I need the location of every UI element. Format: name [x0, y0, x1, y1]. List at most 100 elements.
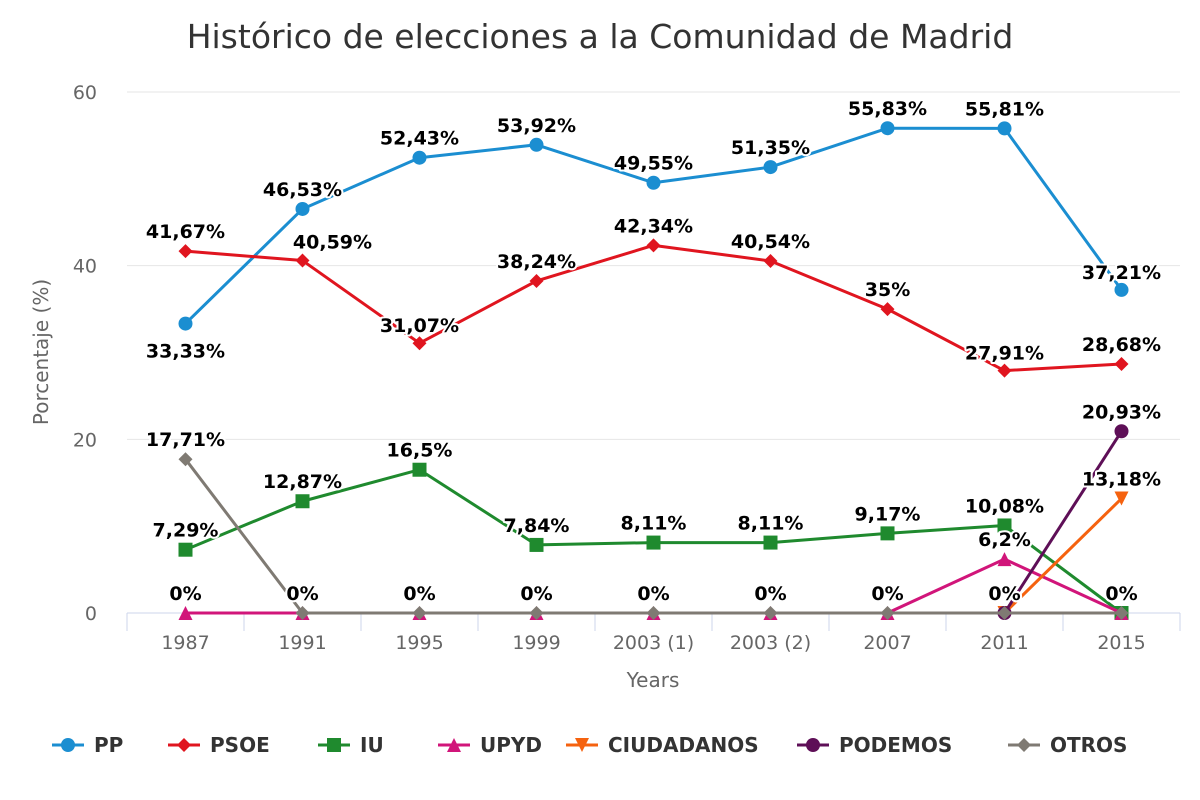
legend-label-otros: OTROS — [1050, 733, 1127, 757]
point-upyd — [178, 606, 193, 620]
data-label-upyd: 0% — [403, 583, 435, 605]
point-otros — [1114, 606, 1129, 620]
point-psoe — [412, 336, 427, 351]
point-otros — [178, 452, 193, 467]
y-tick-label: 60 — [73, 82, 97, 104]
data-label-upyd: 0% — [286, 583, 318, 605]
legend-marker-iu — [327, 738, 341, 752]
point-pp — [412, 150, 427, 165]
y-tick-label: 0 — [85, 603, 97, 625]
point-otros — [646, 606, 661, 620]
legend-item-iu: IU — [318, 733, 384, 757]
gridlines — [127, 91, 1180, 440]
point-podemos — [1114, 424, 1129, 439]
point-otros — [412, 606, 427, 620]
legend-item-podemos: PODEMOS — [797, 733, 952, 757]
legend-marker-ciudadanos — [575, 738, 589, 752]
data-label-upyd: 0% — [1105, 583, 1137, 605]
data-label-psoe: 28,68% — [1082, 334, 1161, 356]
point-otros — [880, 606, 895, 620]
legend-marker-podemos — [806, 738, 820, 752]
point-psoe — [1114, 356, 1129, 371]
data-label-psoe: 38,24% — [497, 251, 576, 273]
data-label-psoe: 31,07% — [380, 315, 459, 337]
point-pp — [646, 175, 661, 190]
data-label-otros: 17,71% — [146, 429, 225, 451]
data-label-iu: 0% — [1105, 583, 1137, 605]
data-labels: 33,33% 46,53% 52,43% 53,92% 49,55% 51,35% 55,8… — [144, 96, 1163, 607]
point-upyd — [997, 552, 1012, 567]
point-ciudadanos — [1114, 491, 1129, 506]
data-label-pp: 37,21% — [1082, 262, 1161, 284]
x-tick-label: 2003 (2) — [730, 632, 811, 654]
data-label-psoe: 40,59% — [293, 232, 372, 254]
series-otros — [178, 452, 1129, 620]
legend-item-ciudadanos: CIUDADANOS — [566, 733, 759, 757]
data-label-iu: 16,5% — [387, 440, 453, 462]
series-psoe — [178, 238, 1129, 378]
data-label-pp: 33,33% — [146, 341, 225, 363]
x-tick-label: 2015 — [1097, 632, 1145, 654]
point-iu — [997, 518, 1012, 533]
data-label-psoe: 41,67% — [146, 221, 225, 243]
point-psoe — [763, 253, 778, 268]
x-tick-label: 1987 — [161, 632, 209, 654]
data-label-iu: 7,29% — [153, 520, 219, 542]
data-label-otros: 0% — [403, 583, 435, 605]
data-label-ciudadanos: 0% — [988, 583, 1020, 605]
point-pp — [295, 201, 310, 216]
point-iu — [412, 462, 427, 477]
data-label-iu: 8,11% — [621, 513, 687, 535]
data-label-otros: 0% — [988, 583, 1020, 605]
legend-marker-otros — [1017, 738, 1031, 752]
data-label-podemos: 0% — [988, 583, 1020, 605]
data-label-psoe: 40,54% — [731, 231, 810, 253]
data-label-upyd: 0% — [754, 583, 786, 605]
x-tick-label: 1991 — [278, 632, 326, 654]
series-line-podemos — [1003, 430, 1123, 614]
data-label-iu: 9,17% — [855, 503, 921, 525]
point-pp — [997, 121, 1012, 136]
point-otros — [529, 606, 544, 620]
point-psoe — [529, 273, 544, 288]
data-label-otros: 0% — [754, 583, 786, 605]
legend-item-pp: PP — [52, 733, 123, 757]
data-label-pp: 55,81% — [965, 98, 1044, 120]
point-psoe — [295, 253, 310, 268]
series-iu — [178, 462, 1129, 620]
series-line-ciudadanos — [1003, 497, 1123, 615]
data-label-pp: 52,43% — [380, 128, 459, 150]
data-label-pp: 49,55% — [614, 153, 693, 175]
legend-item-otros: OTROS — [1008, 733, 1127, 757]
data-label-upyd: 0% — [520, 583, 552, 605]
legend-label-psoe: PSOE — [210, 733, 270, 757]
series-pp — [178, 121, 1129, 331]
x-tick-label: 2003 (1) — [613, 632, 694, 654]
legend: PP PSOE IU UPYD CIUDADANOS PODEMOS OTROS — [52, 733, 1127, 757]
data-label-iu: 7,84% — [504, 515, 570, 537]
point-otros — [763, 606, 778, 620]
data-series — [178, 121, 1129, 620]
point-psoe — [178, 244, 193, 259]
legend-marker-pp — [61, 738, 75, 752]
point-iu — [529, 537, 544, 552]
data-label-pp: 46,53% — [263, 179, 342, 201]
data-label-ciudadanos: 13,18% — [1082, 469, 1161, 491]
data-label-psoe: 42,34% — [614, 215, 693, 237]
data-label-otros: 0% — [637, 583, 669, 605]
point-pp — [763, 160, 778, 175]
data-label-pp: 53,92% — [497, 115, 576, 137]
point-iu — [178, 542, 193, 557]
data-label-otros: 0% — [871, 583, 903, 605]
point-psoe — [880, 302, 895, 317]
x-tick-label: 2007 — [863, 632, 911, 654]
point-iu — [295, 494, 310, 509]
data-label-upyd: 0% — [169, 583, 201, 605]
point-iu — [880, 526, 895, 541]
data-label-otros: 0% — [1105, 583, 1137, 605]
y-tick-label: 20 — [73, 429, 97, 451]
data-label-psoe: 27,91% — [965, 343, 1044, 365]
data-label-otros: 0% — [520, 583, 552, 605]
point-iu — [646, 535, 661, 550]
